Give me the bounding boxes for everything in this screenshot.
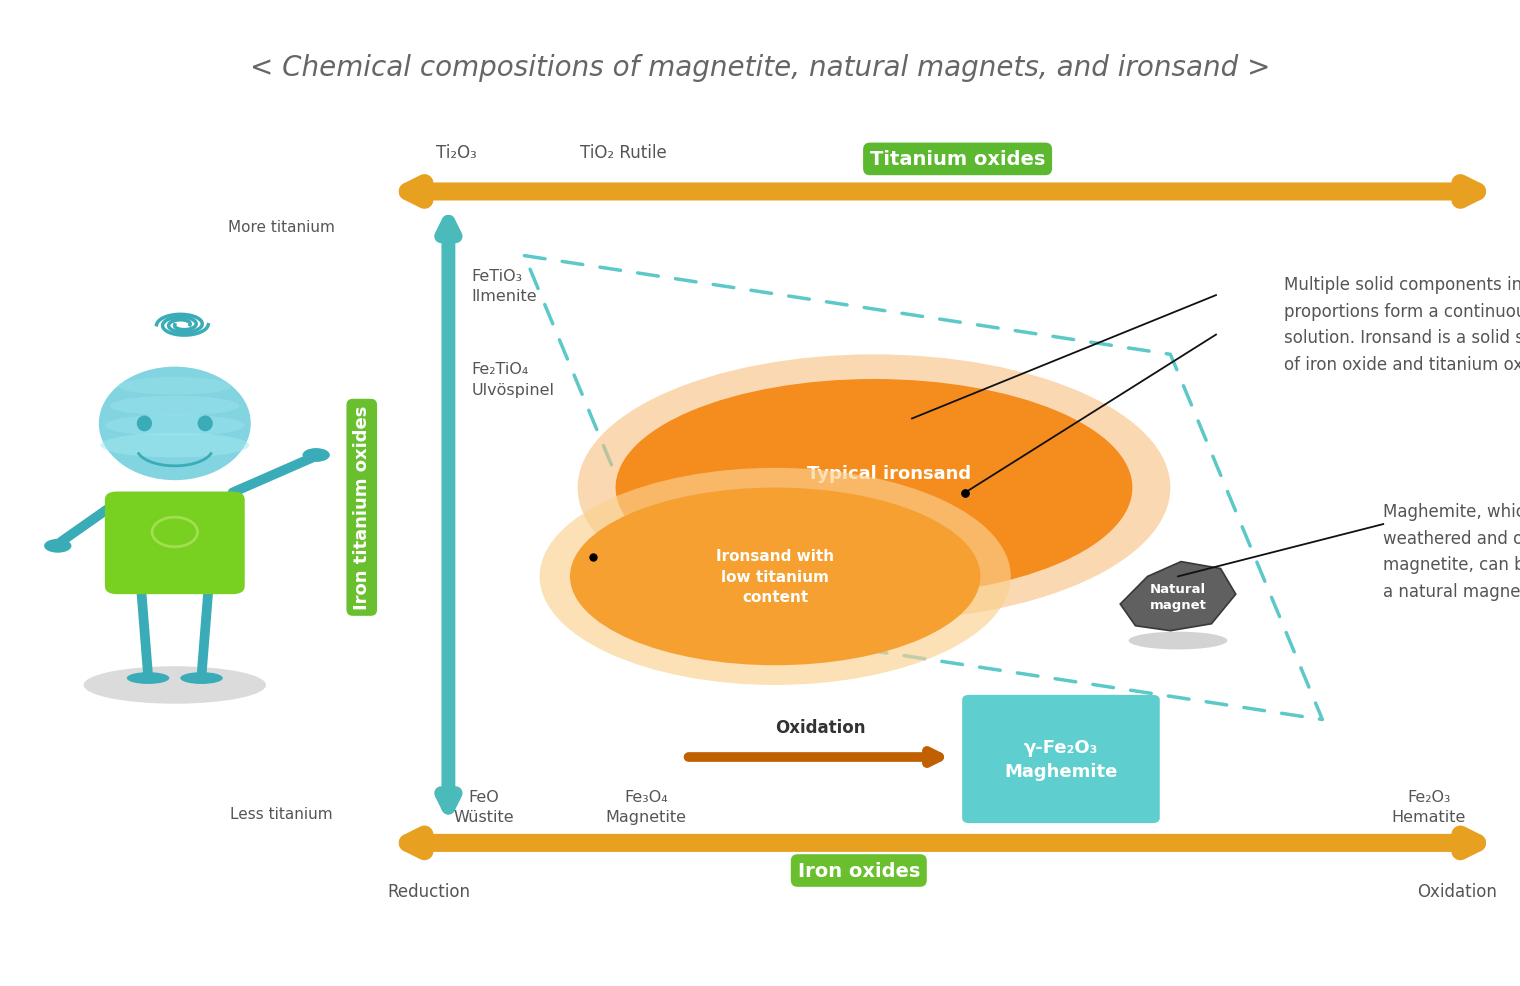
Text: Fe₃O₄
Magnetite: Fe₃O₄ Magnetite — [605, 789, 687, 824]
Text: Iron titanium oxides: Iron titanium oxides — [353, 405, 371, 610]
Text: γ-Fe₂O₃
Maghemite: γ-Fe₂O₃ Maghemite — [1005, 739, 1117, 780]
Ellipse shape — [119, 378, 231, 395]
Ellipse shape — [1128, 632, 1228, 650]
Text: TiO₂ Rutile: TiO₂ Rutile — [579, 144, 667, 162]
Ellipse shape — [570, 488, 980, 666]
Text: Oxidation: Oxidation — [775, 719, 866, 737]
FancyBboxPatch shape — [105, 492, 245, 595]
Text: < Chemical compositions of magnetite, natural magnets, and ironsand >: < Chemical compositions of magnetite, na… — [249, 54, 1271, 82]
Ellipse shape — [198, 416, 213, 432]
Ellipse shape — [109, 396, 240, 416]
Ellipse shape — [100, 434, 249, 458]
Ellipse shape — [302, 449, 330, 462]
Ellipse shape — [126, 672, 169, 684]
Polygon shape — [1120, 562, 1236, 631]
Ellipse shape — [105, 415, 245, 437]
Text: Titanium oxides: Titanium oxides — [869, 150, 1046, 170]
Text: Natural
magnet: Natural magnet — [1149, 582, 1207, 611]
Ellipse shape — [578, 355, 1170, 621]
Text: Ti₂O₃: Ti₂O₃ — [436, 144, 476, 162]
Text: Fe₂O₃
Hematite: Fe₂O₃ Hematite — [1392, 789, 1465, 824]
FancyBboxPatch shape — [962, 695, 1160, 823]
Text: More titanium: More titanium — [228, 219, 334, 235]
Text: Less titanium: Less titanium — [230, 806, 333, 821]
Text: Multiple solid components in various
proportions form a continuous solid
solutio: Multiple solid components in various pro… — [1284, 276, 1520, 373]
Text: Reduction: Reduction — [388, 882, 471, 900]
Ellipse shape — [99, 367, 251, 481]
Text: Iron oxides: Iron oxides — [798, 861, 920, 880]
Ellipse shape — [44, 539, 71, 553]
Ellipse shape — [84, 667, 266, 704]
Ellipse shape — [181, 672, 223, 684]
Text: Oxidation: Oxidation — [1417, 882, 1497, 900]
Ellipse shape — [137, 416, 152, 432]
Text: Typical ironsand: Typical ironsand — [807, 464, 971, 482]
Text: Ironsand with
low titanium
content: Ironsand with low titanium content — [716, 549, 834, 604]
Text: Maghemite, which is
weathered and oxidized
magnetite, can become
a natural magne: Maghemite, which is weathered and oxidiz… — [1383, 503, 1520, 599]
Text: FeO
Wüstite: FeO Wüstite — [453, 789, 514, 824]
Text: FeTiO₃
Ilmenite: FeTiO₃ Ilmenite — [471, 268, 537, 304]
Ellipse shape — [540, 468, 1011, 685]
Text: Fe₂TiO₄
Ulvöspinel: Fe₂TiO₄ Ulvöspinel — [471, 362, 555, 397]
Ellipse shape — [616, 380, 1132, 597]
